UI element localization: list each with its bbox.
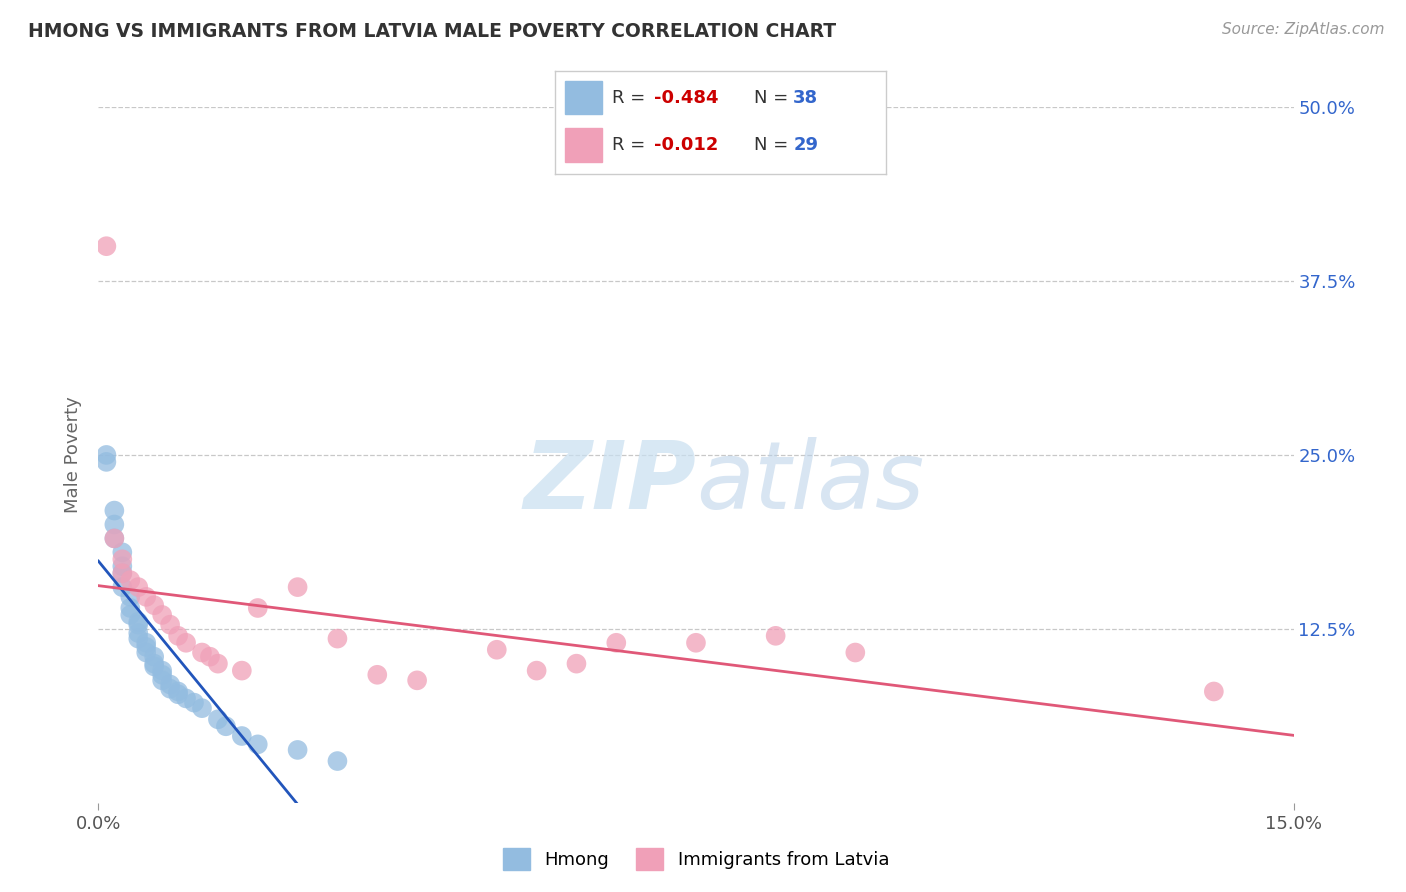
Point [127, 632, 149, 646]
Point [159, 617, 181, 632]
Point [1202, 684, 1225, 698]
Point [167, 629, 190, 643]
Text: -0.484: -0.484 [654, 88, 718, 106]
Text: HMONG VS IMMIGRANTS FROM LATVIA MALE POVERTY CORRELATION CHART: HMONG VS IMMIGRANTS FROM LATVIA MALE POV… [28, 22, 837, 41]
Point [111, 566, 134, 581]
Point [103, 517, 125, 532]
Point [120, 573, 142, 587]
Point [111, 552, 134, 566]
Point [143, 649, 166, 664]
Point [103, 503, 125, 517]
Point [135, 640, 157, 654]
Point [135, 646, 157, 660]
Point [159, 677, 181, 691]
Point [96, 239, 118, 253]
Point [111, 545, 134, 559]
Point [565, 657, 588, 671]
Point [96, 455, 118, 469]
Text: ZIP: ZIP [523, 437, 696, 529]
Point [120, 601, 142, 615]
Point [191, 701, 214, 715]
Point [127, 617, 149, 632]
Point [127, 615, 149, 629]
Point [485, 642, 508, 657]
Point [111, 566, 134, 581]
Text: -0.012: -0.012 [654, 136, 718, 153]
Point [111, 559, 134, 574]
Point [526, 664, 548, 678]
Point [150, 673, 173, 688]
Point [605, 636, 627, 650]
Point [246, 601, 269, 615]
Point [120, 590, 142, 604]
Text: R =: R = [612, 88, 651, 106]
Point [174, 691, 197, 706]
Point [174, 636, 197, 650]
Point [207, 712, 229, 726]
Point [215, 719, 238, 733]
Point [326, 632, 349, 646]
Text: N =: N = [754, 88, 793, 106]
Point [406, 673, 429, 688]
Point [765, 629, 787, 643]
Point [159, 681, 181, 696]
Point [135, 590, 157, 604]
Point [103, 532, 125, 546]
Point [207, 657, 229, 671]
Point [96, 448, 118, 462]
Bar [565, 128, 602, 161]
Point [191, 646, 214, 660]
Point [127, 626, 149, 640]
Point [111, 580, 134, 594]
Point [120, 607, 142, 622]
Point [150, 607, 173, 622]
Point [326, 754, 349, 768]
Point [198, 649, 221, 664]
Text: 29: 29 [793, 136, 818, 153]
Point [103, 532, 125, 546]
Text: atlas: atlas [696, 437, 924, 528]
Point [183, 696, 205, 710]
Point [246, 737, 269, 751]
Point [143, 659, 166, 673]
Point [844, 646, 866, 660]
Point [366, 667, 388, 681]
Point [167, 684, 190, 698]
Point [287, 743, 309, 757]
Point [287, 580, 309, 594]
Legend: Hmong, Immigrants from Latvia: Hmong, Immigrants from Latvia [495, 841, 897, 877]
Text: 38: 38 [793, 88, 818, 106]
Point [231, 729, 253, 743]
Point [150, 667, 173, 681]
Text: N =: N = [754, 136, 793, 153]
Point [167, 687, 190, 701]
Text: R =: R = [612, 136, 651, 153]
Point [143, 657, 166, 671]
Point [143, 598, 166, 612]
Text: Source: ZipAtlas.com: Source: ZipAtlas.com [1222, 22, 1385, 37]
Point [135, 636, 157, 650]
Point [231, 664, 253, 678]
Bar [565, 80, 602, 114]
Point [127, 580, 149, 594]
Point [150, 664, 173, 678]
Point [685, 636, 707, 650]
Y-axis label: Male Poverty: Male Poverty [65, 397, 83, 513]
